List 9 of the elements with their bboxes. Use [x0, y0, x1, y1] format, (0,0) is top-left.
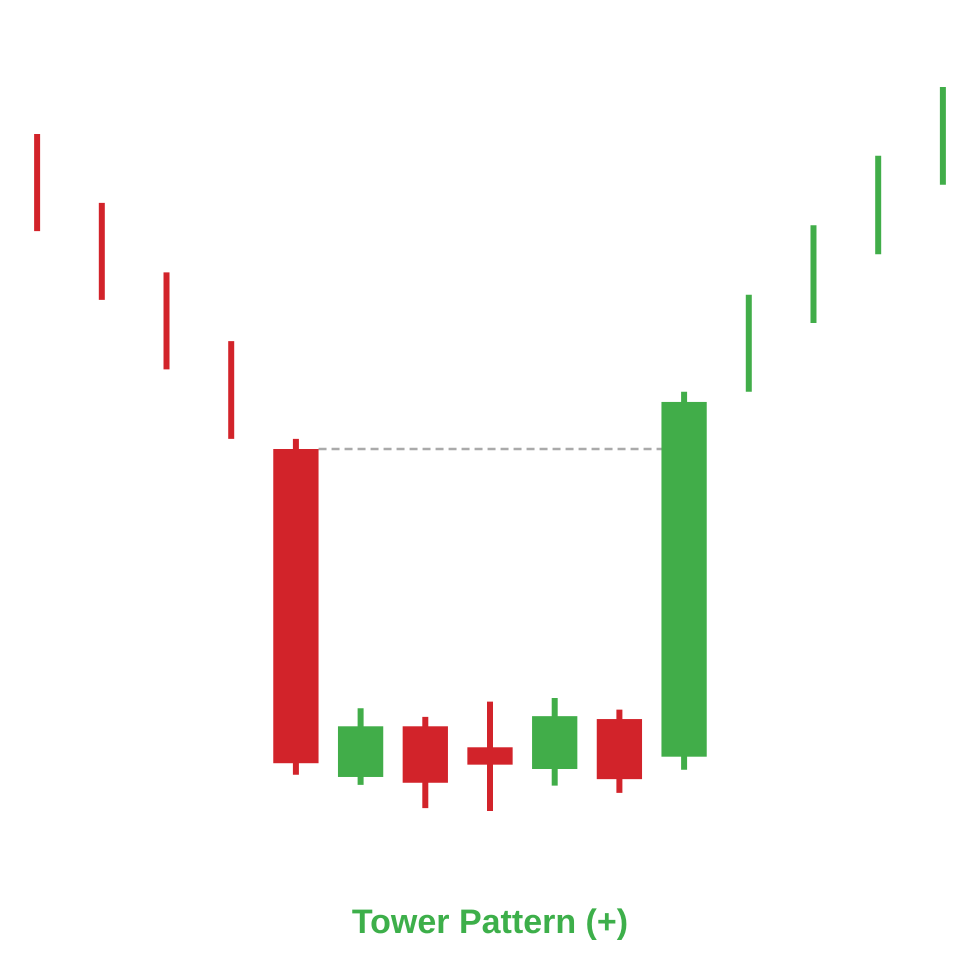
candlestick: [940, 87, 946, 185]
text: Tower Pattern (+): [352, 903, 628, 941]
candlestick: [98, 202, 105, 300]
candlestick: [746, 294, 752, 392]
candlestick: [810, 225, 816, 324]
candlestick: [164, 272, 170, 370]
candlestick: [34, 134, 40, 232]
candlestick: [228, 341, 234, 439]
candlestick: [875, 156, 882, 254]
